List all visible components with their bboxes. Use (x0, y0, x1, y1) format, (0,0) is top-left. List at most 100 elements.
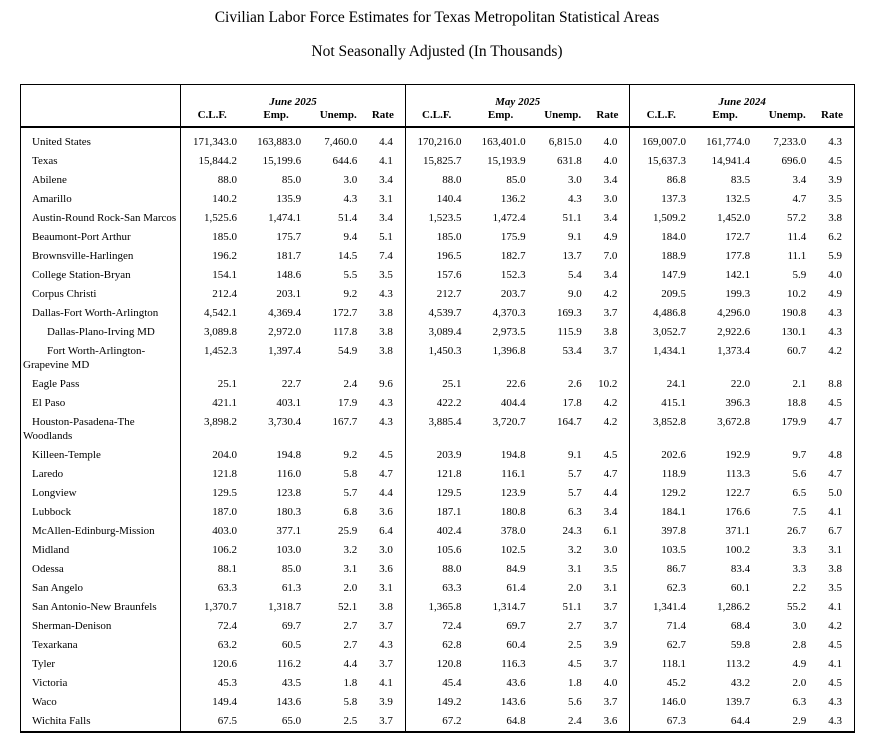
cell-unemp: 60.7 (787, 345, 807, 357)
cell-rate: 3.7 (603, 620, 618, 632)
table-row: El Paso 421.1 403.1 17.9 4.3 422.2 404.4 17.8 4.… (21, 393, 855, 413)
table-row: Victoria 45.3 43.5 1.8 4.1 45.4 43.6 1.8 4.0 45.2… (21, 673, 855, 693)
cell-unemp: 172.7 (332, 307, 358, 319)
row-label: Waco (32, 696, 57, 708)
cell-clf: 67.3 (629, 711, 693, 732)
column-header-emp: Emp. (467, 109, 534, 128)
cell-clf: 25.1 (404, 374, 468, 394)
table-row: Laredo 121.8 116.0 5.8 4.7 121.8 116.1 5.7 4.7 11… (21, 464, 855, 484)
cell-rate: 4.3 (828, 307, 842, 319)
cell-unemp: 5.7 (568, 487, 582, 499)
cell-clf: 103.5 (629, 540, 693, 560)
cell-clf: 3,852.8 (629, 412, 693, 446)
table-row: Lubbock 187.0 180.3 6.8 3.6 187.1 180.8 6.3 3.4 1… (21, 502, 855, 522)
cell-rate: 7.4 (379, 250, 393, 262)
cell-emp: 85.0 (506, 174, 526, 186)
cell-unemp: 696.0 (781, 155, 807, 167)
cell-clf: 45.4 (404, 673, 468, 693)
row-label: Odessa (32, 563, 64, 575)
cell-clf: 62.3 (629, 578, 693, 598)
table-row: Dallas-Plano-Irving MD 3,089.8 2,972.0 117.… (21, 322, 855, 342)
cell-unemp: 9.4 (343, 231, 358, 243)
cell-rate: 5.0 (828, 487, 842, 499)
row-label: Fort Worth-Arlington-Grapevine MD (23, 345, 146, 371)
cell-clf: 202.6 (629, 445, 693, 465)
cell-clf: 196.5 (404, 246, 468, 266)
cell-unemp: 51.1 (562, 601, 582, 613)
cell-emp: 163,883.0 (257, 136, 302, 148)
cell-emp: 142.1 (725, 269, 751, 281)
cell-clf: 88.1 (180, 559, 244, 579)
cell-emp: 43.2 (730, 677, 751, 689)
cell-unemp: 2.5 (568, 639, 582, 651)
cell-clf: 1,341.4 (629, 597, 693, 617)
column-header-clf: C.L.F. (629, 109, 693, 128)
cell-emp: 199.3 (725, 288, 751, 300)
table-row: College Station-Bryan 154.1 148.6 5.5 3.5 157… (21, 265, 855, 285)
cell-emp: 194.8 (500, 449, 526, 461)
cell-rate: 4.8 (828, 449, 842, 461)
cell-emp: 14,941.4 (711, 155, 751, 167)
cell-unemp: 7,233.0 (773, 136, 807, 148)
cell-unemp: 51.1 (562, 212, 582, 224)
cell-unemp: 1.8 (343, 677, 358, 689)
cell-unemp: 5.8 (343, 468, 358, 480)
cell-rate: 4.5 (828, 639, 842, 651)
cell-unemp: 54.9 (338, 345, 358, 357)
cell-clf: 149.2 (404, 692, 468, 712)
table-row: United States 171,343.0 163,883.0 7,460.0 4.… (21, 127, 855, 152)
cell-clf: 129.2 (629, 483, 693, 503)
cell-clf: 421.1 (180, 393, 244, 413)
cell-rate: 4.1 (379, 155, 393, 167)
cell-emp: 1,472.4 (492, 212, 526, 224)
cell-clf: 169,007.0 (629, 127, 693, 152)
cell-emp: 180.8 (500, 506, 526, 518)
cell-clf: 15,637.3 (629, 151, 693, 171)
cell-rate: 3.7 (379, 620, 393, 632)
cell-emp: 64.8 (506, 715, 526, 727)
cell-emp: 22.6 (506, 378, 526, 390)
cell-rate: 4.7 (828, 468, 842, 480)
cell-emp: 175.7 (276, 231, 302, 243)
cell-clf: 63.3 (180, 578, 244, 598)
cell-unemp: 5.8 (343, 696, 358, 708)
table-row: McAllen-Edinburg-Mission 403.0 377.1 25.9 6.… (21, 521, 855, 541)
cell-rate: 4.3 (379, 416, 393, 428)
cell-clf: 72.4 (404, 616, 468, 636)
cell-clf: 203.9 (404, 445, 468, 465)
table-row: Abilene 88.0 85.0 3.0 3.4 88.0 85.0 3.0 3.4 86.8 8… (21, 170, 855, 190)
cell-unemp: 2.7 (343, 620, 358, 632)
table-row: Killeen-Temple 204.0 194.8 9.2 4.5 203.9 194.8… (21, 445, 855, 465)
cell-emp: 2,973.5 (492, 326, 526, 338)
cell-unemp: 3.0 (792, 620, 807, 632)
table-row: Houston-Pasadena-The Woodlands 3,898.2 3,7… (21, 412, 855, 446)
cell-unemp: 53.4 (562, 345, 582, 357)
cell-unemp: 3.0 (343, 174, 358, 186)
row-label: San Antonio-New Braunfels (32, 601, 157, 613)
cell-unemp: 57.2 (787, 212, 807, 224)
cell-rate: 3.7 (379, 715, 393, 727)
cell-emp: 15,193.9 (487, 155, 526, 167)
cell-rate: 4.3 (828, 715, 842, 727)
cell-emp: 60.5 (281, 639, 302, 651)
column-header-rate: Rate (816, 109, 855, 128)
cell-clf: 71.4 (629, 616, 693, 636)
cell-rate: 4.3 (379, 288, 393, 300)
cell-rate: 4.0 (603, 136, 618, 148)
cell-unemp: 17.9 (338, 397, 358, 409)
report-subtitle: Not Seasonally Adjusted (In Thousands) (311, 43, 563, 60)
cell-emp: 85.0 (281, 174, 302, 186)
cell-rate: 4.3 (828, 326, 842, 338)
cell-unemp: 9.2 (343, 449, 358, 461)
cell-rate: 3.8 (603, 326, 618, 338)
cell-clf: 120.8 (404, 654, 468, 674)
cell-unemp: 2.9 (792, 715, 807, 727)
cell-clf: 62.7 (629, 635, 693, 655)
table-row: Fort Worth-Arlington-Grapevine MD 1,452.3… (21, 341, 855, 375)
column-header-clf: C.L.F. (404, 109, 468, 128)
row-label: Corpus Christi (32, 288, 97, 300)
cell-clf: 184.0 (629, 227, 693, 247)
cell-clf: 415.1 (629, 393, 693, 413)
cell-rate: 3.0 (603, 193, 618, 205)
cell-unemp: 631.8 (557, 155, 582, 167)
